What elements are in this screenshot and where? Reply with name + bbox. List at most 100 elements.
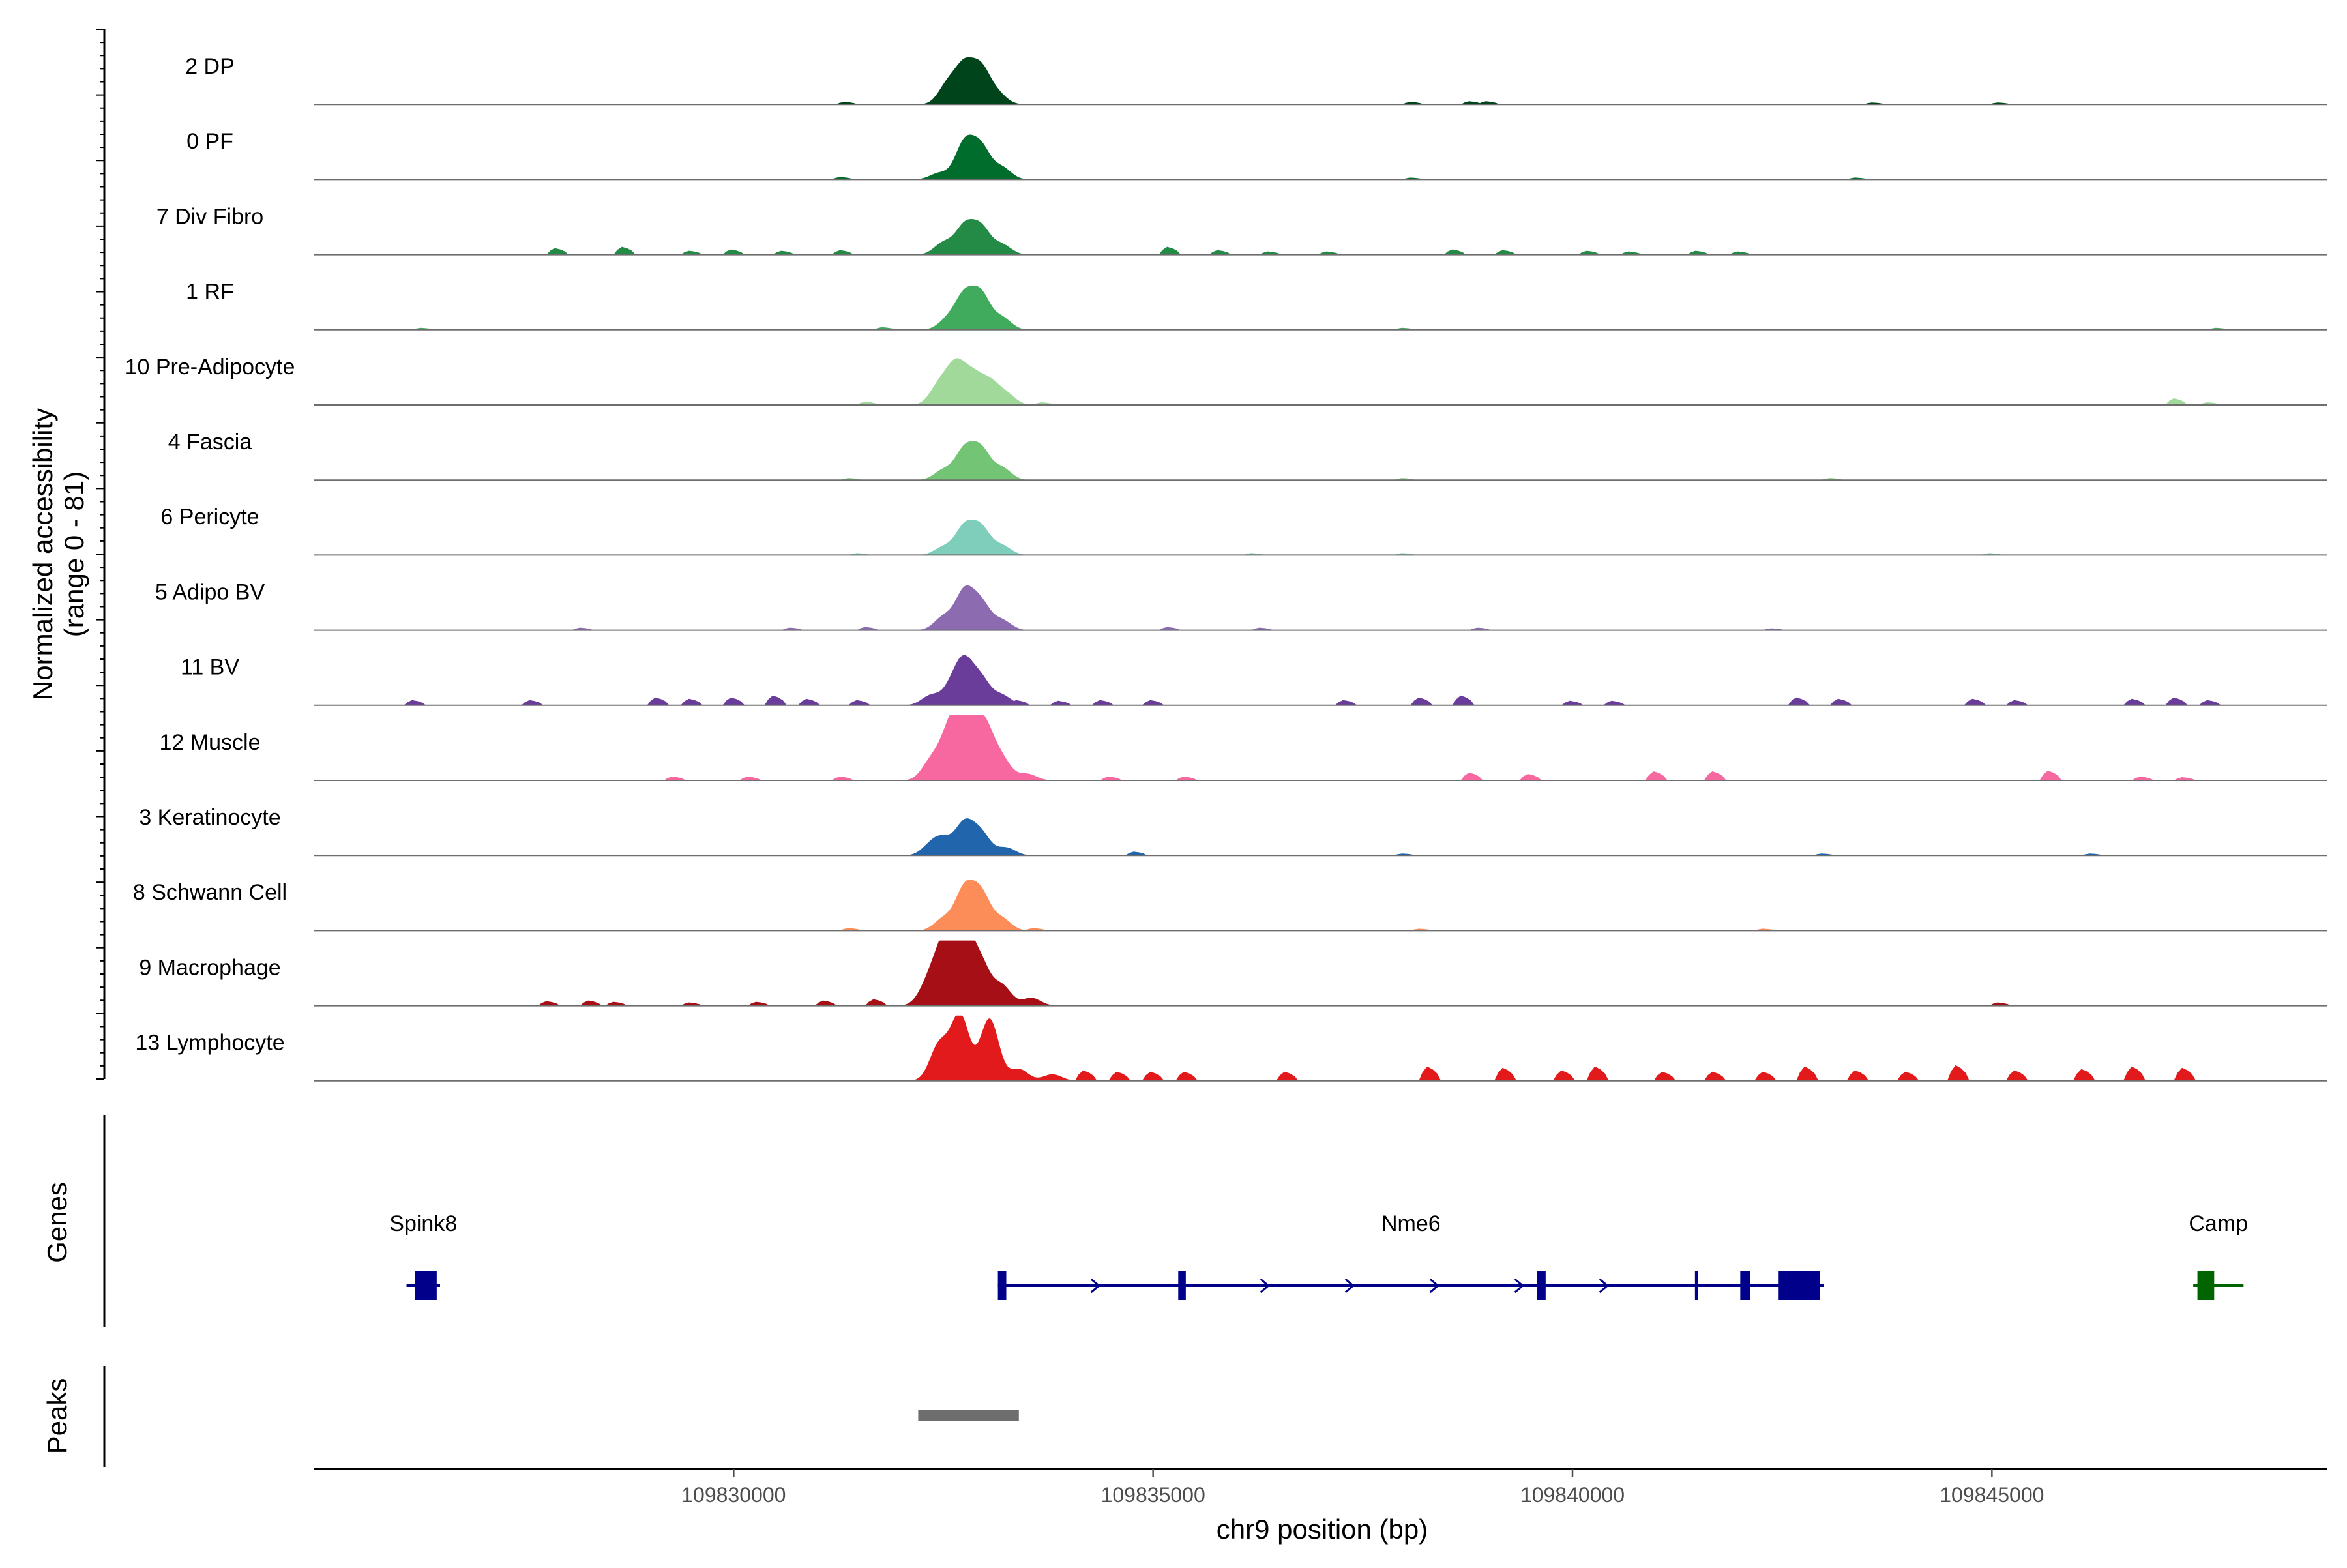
track-minor-signal [1553,1070,1576,1081]
track-minor-signal [857,627,879,630]
track-2-dp: 2 DP [185,54,2327,106]
track-minor-signal [1125,851,1147,856]
y-axis-title-group: Normalized accessibility (range 0 - 81) [27,408,89,700]
track-label: 2 DP [185,54,235,79]
track-minor-signal [1829,698,1852,705]
track-minor-signal [1494,1067,1517,1081]
track-9-macrophage: 9 Macrophage [139,940,2327,1007]
track-minor-signal [1443,249,1466,255]
track-minor-signal [1704,771,1726,780]
track-minor-signal [1159,627,1181,630]
track-minor-signal [1586,1066,1609,1081]
track-minor-signal [1603,700,1626,705]
track-minor-signal [1561,700,1584,705]
track-5-adipo-bv: 5 Adipo BV [155,580,2327,631]
track-minor-signal [747,1001,770,1006]
track-minor-signal [1754,1071,1777,1081]
track-minor-signal [538,1001,561,1006]
track-minor-signal [2123,698,2146,705]
track-minor-signal [2131,777,2154,780]
track-minor-signal [1318,251,1340,255]
track-minor-signal [773,250,795,255]
track-minor-signal [521,700,544,705]
left-axes [96,29,106,1467]
track-minor-signal [814,1000,837,1006]
track-label: 6 Pericyte [160,505,259,529]
gene-exon [415,1271,437,1300]
track-4-fascia: 4 Fascia [168,430,2327,481]
track-label: 7 Div Fibro [156,204,263,229]
track-minor-signal [1989,1002,2012,1006]
track-minor-signal [605,1001,628,1006]
track-minor-signal [613,246,636,255]
track-8-schwann-cell: 8 Schwann Cell [133,880,2327,932]
track-12-muscle: 12 Muscle [160,715,2327,781]
track-minor-signal [865,999,888,1006]
track-minor-signal [664,777,686,780]
track-minor-signal [1419,1066,1441,1081]
track-minor-signal [1050,700,1072,705]
y-axis-title-line-1: Normalized accessibility [27,408,58,700]
x-tick-label: 109835000 [1101,1483,1205,1507]
accessibility-tracks: 2 DP 0 PF 7 Div Fibro 1 RF 10 Pre-Adipocyte 4… [125,54,2327,1082]
gene-camp: Camp [2189,1211,2248,1300]
track-3-keratinocyte: 3 Keratinocyte [139,805,2327,857]
track-minor-signal [1796,1066,1819,1081]
track-minor-signal [404,700,426,705]
track-minor-signal [546,248,569,255]
track-minor-signal [2174,1067,2196,1081]
track-minor-signal [722,697,745,705]
track-minor-signal [2005,1070,2028,1081]
track-minor-signal [831,777,854,780]
strand-arrow-icon [1260,1278,1270,1294]
track-label: 10 Pre-Adipocyte [125,355,295,379]
gene-exon [1778,1271,1820,1300]
track-minor-signal [1788,697,1810,705]
track-minor-signal [1091,700,1114,705]
track-minor-signal [1653,1071,1676,1081]
peak-region [918,1410,1019,1421]
track-label: 3 Keratinocyte [139,805,280,830]
track-minor-signal [1460,101,1483,105]
track-minor-signal [1729,251,1752,255]
track-label: 11 BV [181,655,239,680]
track-minor-signal [1175,777,1198,780]
track-minor-signal [2198,700,2221,705]
track-minor-signal [1142,700,1164,705]
track-label: 12 Muscle [160,730,261,755]
track-minor-signal [1477,101,1500,105]
gene-label: Camp [2189,1211,2248,1236]
track-label: 13 Lymphocyte [135,1031,284,1056]
gene-exon [2197,1271,2215,1300]
track-minor-signal [2165,398,2188,405]
track-minor-signal [1276,1071,1299,1081]
track-minor-signal [831,250,854,255]
strand-arrow-icon [1344,1278,1355,1294]
track-minor-signal [739,777,762,780]
track-minor-signal [1964,698,1986,705]
strand-arrow-icon [1090,1278,1100,1294]
track-10-pre-adipocyte: 10 Pre-Adipocyte [125,355,2327,406]
track-minor-signal [1452,695,1475,705]
track-13-lymphocyte: 13 Lymphocyte [135,1015,2327,1082]
track-minor-signal [1209,250,1232,255]
track-minor-signal [681,1002,703,1006]
track-1-rf: 1 RF [186,280,2327,331]
track-minor-signal [1142,1071,1164,1081]
y-axis-title-line-2: (range 0 - 81) [59,471,89,637]
gene-annotations: Spink8 Nme6 Camp [389,1211,2248,1300]
strand-arrow-icon [1599,1278,1609,1294]
track-minor-signal [2005,700,2028,705]
track-minor-signal [1108,1071,1131,1081]
track-label: 4 Fascia [168,430,252,454]
gene-exon [1740,1271,1750,1300]
track-minor-signal [1410,697,1433,705]
track-11-bv: 11 BV [181,655,2327,706]
track-minor-signal [1175,1071,1198,1081]
track-minor-signal [1519,774,1542,780]
track-minor-signal [764,695,787,705]
track-minor-signal [1335,700,1357,705]
track-minor-signal [1460,773,1483,780]
